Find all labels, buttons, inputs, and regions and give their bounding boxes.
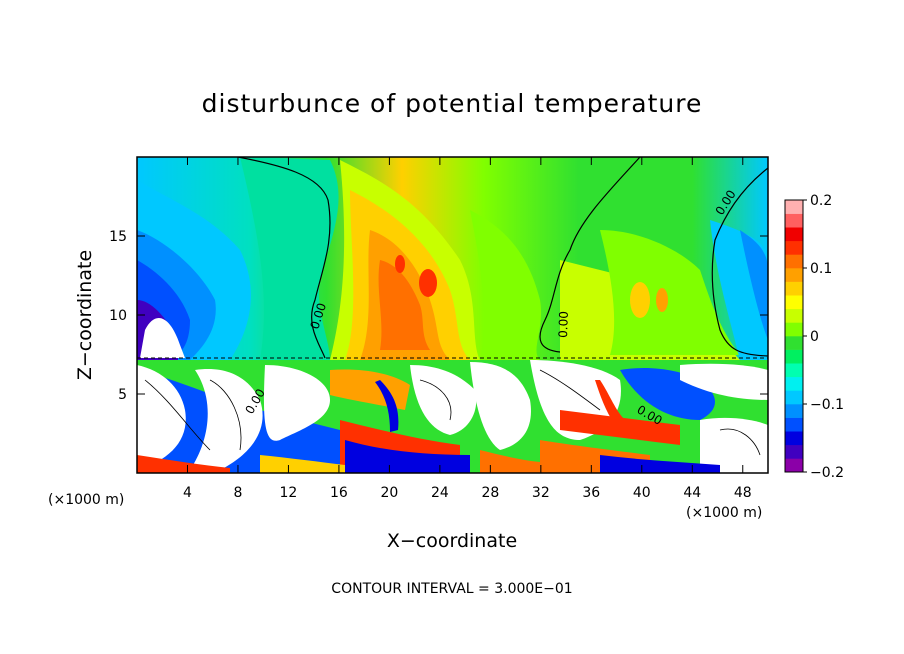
colorbar-swatch [785,336,803,350]
y-axis-label: Z−coordinate [74,250,96,380]
colorbar-swatch [785,254,803,269]
colorbar-swatch [785,281,803,296]
colorbar-tick-label: 0.1 [810,261,832,277]
contour-zero-right [711,167,768,357]
colorbar-swatch [785,268,803,282]
x-tick-label: 48 [734,485,752,501]
colorbar-swatch [785,458,803,473]
x-tick-label: 44 [683,485,701,501]
x-tick-label: 36 [582,485,600,501]
colorbar-swatch [785,444,803,459]
y-tick-label: 10 [109,308,127,324]
contour-label: 0.00 [556,311,571,338]
colorbar-swatch [785,295,803,310]
colorbar-swatch [785,404,803,418]
colorbar-ticks: 0.2 0.1 0 −0.1 −0.2 [803,193,844,481]
colorbar-swatch [785,227,803,242]
x-tick-label: 16 [330,485,348,501]
colorbar-swatch [785,308,803,323]
y-tick-label: 5 [118,387,127,403]
x-axis-ticks: 4 8 12 16 20 24 28 32 36 40 44 48 [183,157,752,501]
x-unit-right: (×1000 m) [686,505,762,521]
colorbar-swatch [785,240,803,255]
x-tick-label: 24 [431,485,449,501]
x-tick-label: 40 [633,485,651,501]
colorbar-swatch [785,213,803,228]
x-tick-label: 20 [380,485,398,501]
colorbar-swatch [785,322,803,337]
colorbar-tick-label: −0.1 [810,397,844,413]
colorbar-swatch [785,417,803,432]
y-axis-ticks: 5 10 15 [109,229,768,403]
colorbar-tick-label: −0.2 [810,465,844,481]
x-tick-label: 12 [280,485,298,501]
x-tick-label: 8 [233,485,242,501]
colorbar-tick-label: 0.2 [810,193,832,209]
x-tick-label: 32 [532,485,550,501]
colorbar [785,200,803,473]
contour-interval-note: CONTOUR INTERVAL = 3.000E−01 [331,581,572,597]
x-axis-label: X−coordinate [387,530,517,552]
y-tick-label: 15 [109,229,127,245]
colorbar-swatch [785,390,803,405]
colorbar-swatch [785,349,803,364]
colorbar-swatch [785,363,803,378]
colorbar-tick-label: 0 [810,329,819,345]
x-tick-label: 28 [481,485,499,501]
colorbar-swatch [785,200,803,214]
x-tick-label: 4 [183,485,192,501]
contour-zero-middle [539,157,641,353]
x-unit-left: (×1000 m) [48,492,124,508]
contour-lines [137,157,768,456]
contour-zero-left [237,157,331,359]
chart-title: disturbunce of potential temperature [202,89,703,118]
colorbar-swatch [785,431,803,446]
heatmap-field [137,157,768,473]
colorbar-swatch [785,376,803,391]
